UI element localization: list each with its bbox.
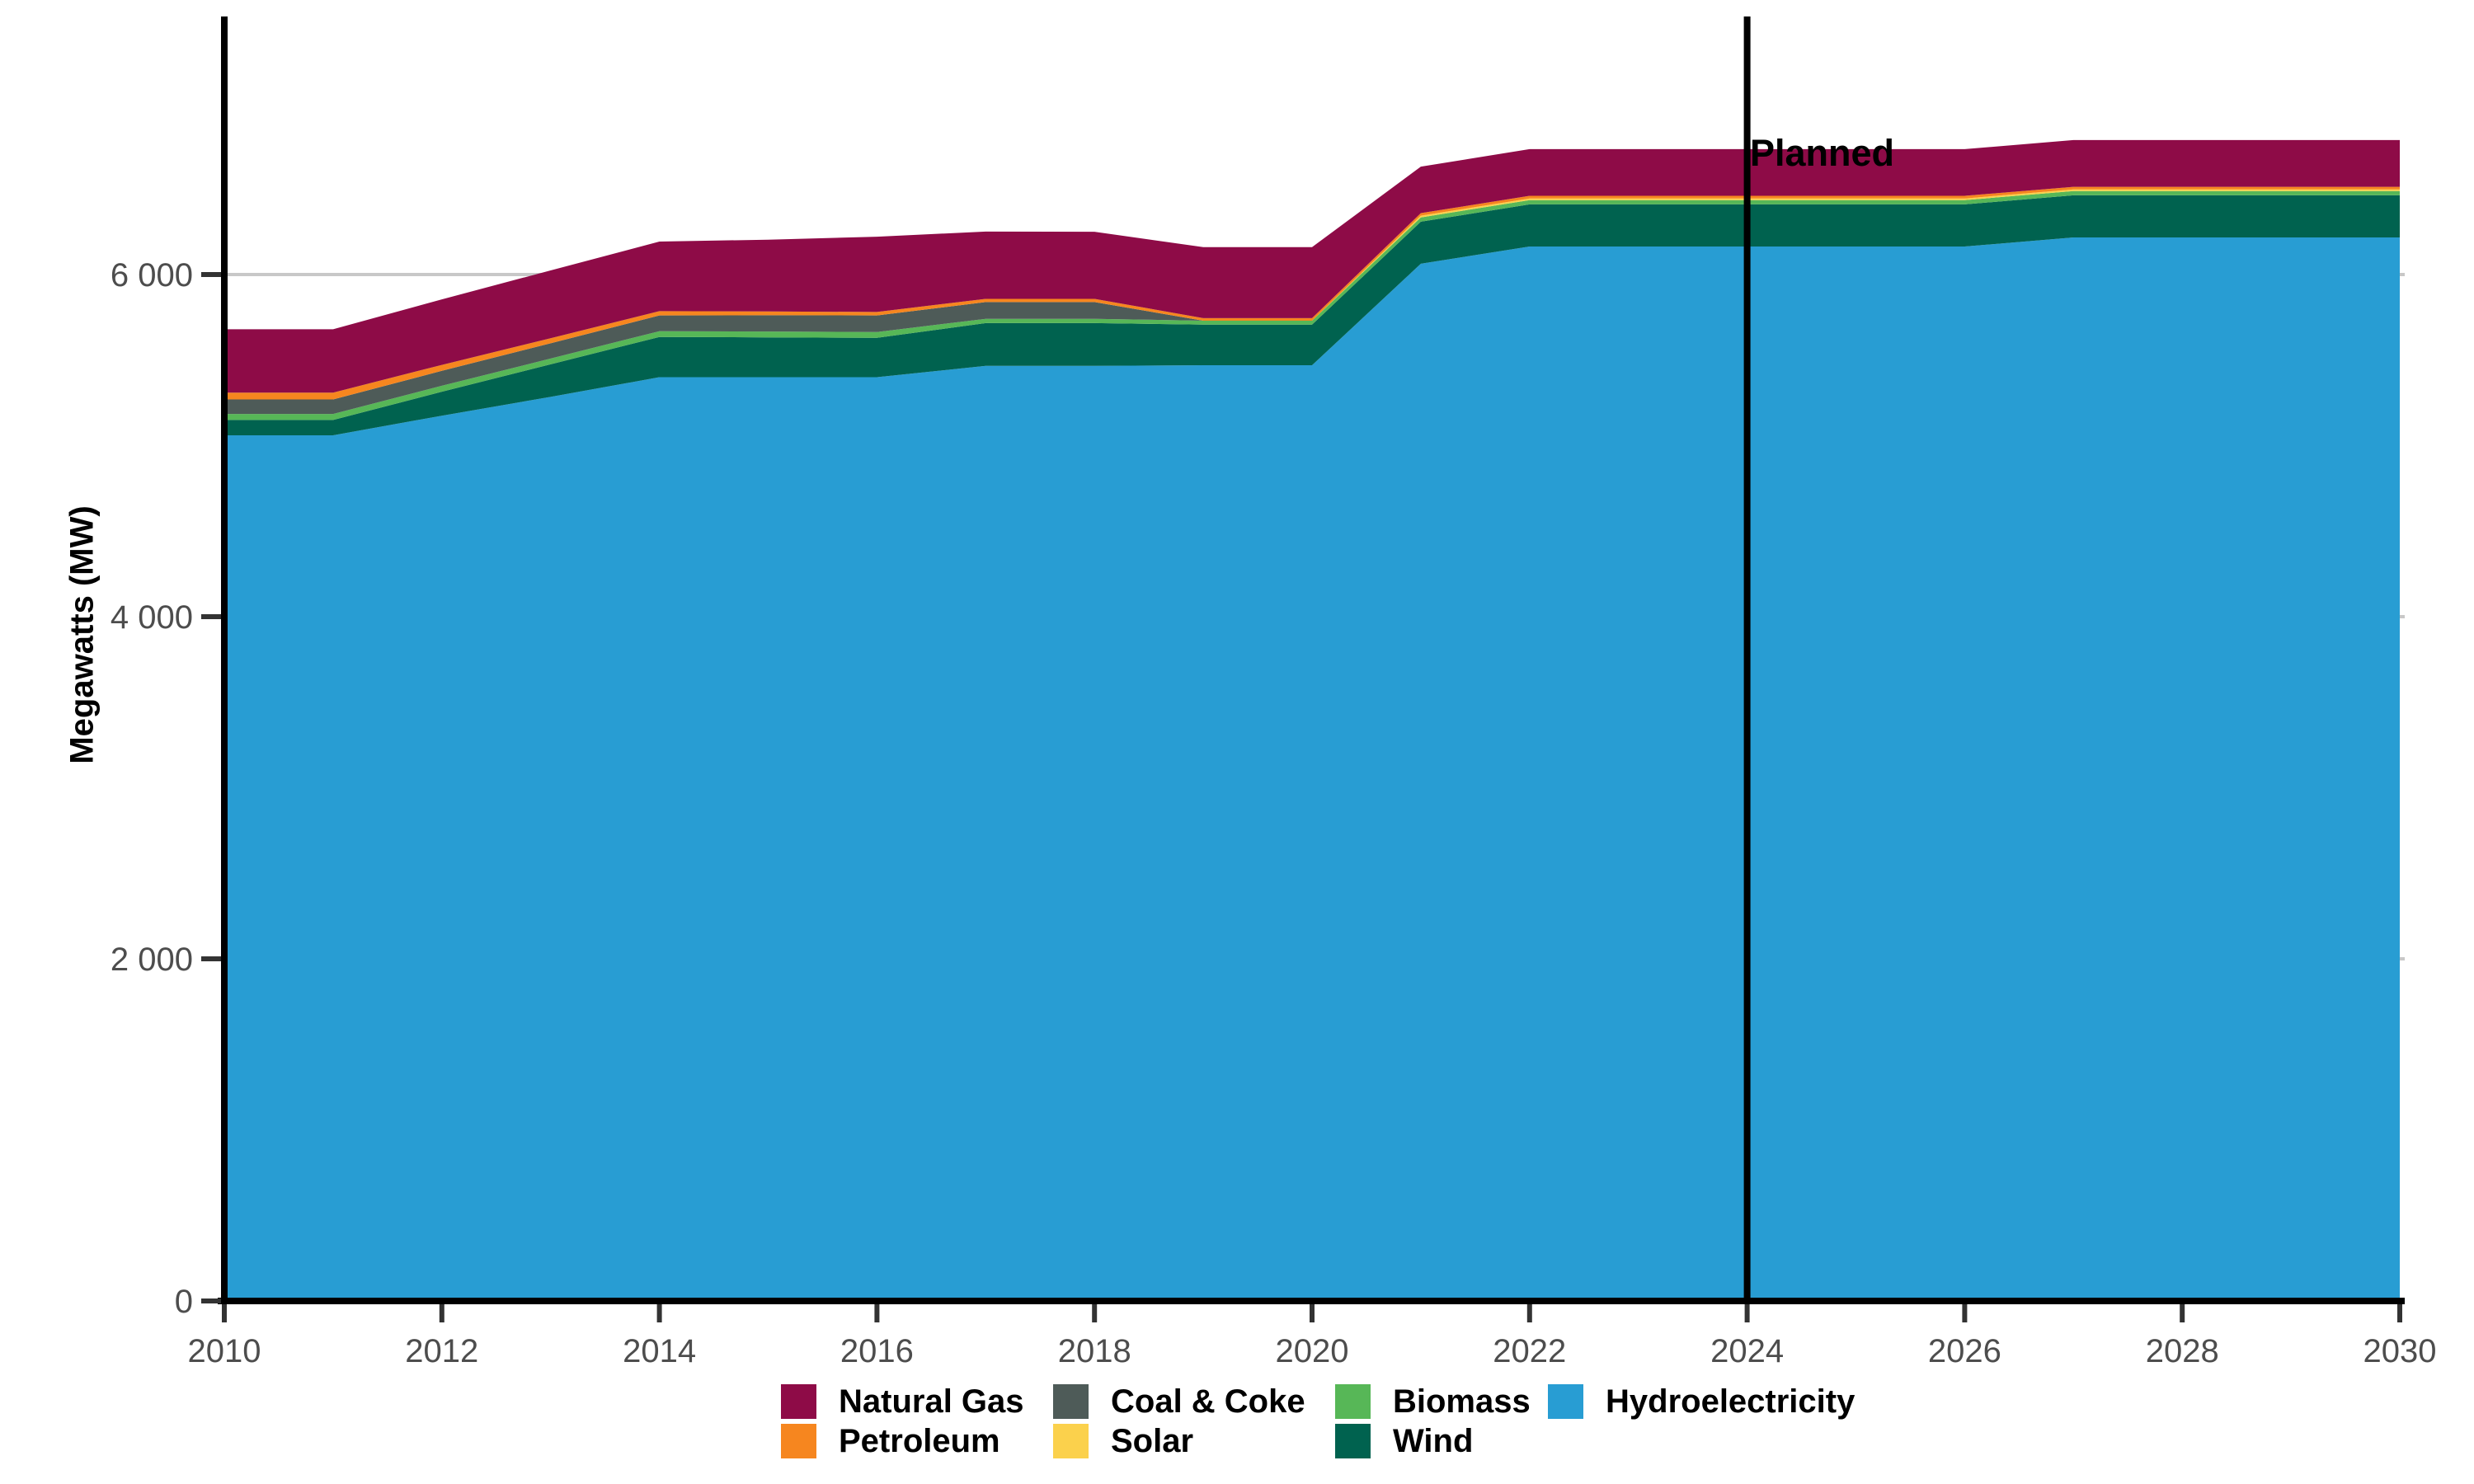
x-tick-label-2010: 2010 — [188, 1333, 261, 1369]
x-tick-label-2016: 2016 — [840, 1333, 914, 1369]
legend-swatch-coal-coke — [1053, 1384, 1089, 1419]
y-tick-label-4000: 4 000 — [111, 599, 193, 636]
x-tick-label-2024: 2024 — [1710, 1333, 1784, 1369]
y-tick-label-0: 0 — [175, 1284, 193, 1320]
x-tick-label-2014: 2014 — [623, 1333, 696, 1369]
legend-label-petroleum: Petroleum — [839, 1422, 1000, 1459]
area-natural-gas — [224, 139, 2400, 393]
x-tick-label-2030: 2030 — [2363, 1333, 2437, 1369]
y-tick-label-6000: 6 000 — [111, 257, 193, 294]
x-tick-label-2012: 2012 — [405, 1333, 478, 1369]
legend-label-natural-gas: Natural Gas — [839, 1383, 1024, 1420]
legend-item-solar: Solar — [1053, 1422, 1335, 1459]
legend-item-petroleum: Petroleum — [781, 1422, 1053, 1459]
legend-label-wind: Wind — [1393, 1422, 1474, 1459]
legend-label-biomass: Biomass — [1393, 1383, 1531, 1420]
legend: Natural Gas Coal & Coke Biomass Hydroelectr… — [781, 1383, 1856, 1459]
legend-item-hydroelectricity: Hydroelectricity — [1548, 1383, 1856, 1420]
x-tick-label-2026: 2026 — [1928, 1333, 2001, 1369]
legend-item-biomass: Biomass — [1335, 1383, 1548, 1420]
legend-swatch-biomass — [1335, 1384, 1371, 1419]
legend-item-natural-gas: Natural Gas — [781, 1383, 1053, 1420]
legend-swatch-wind — [1335, 1424, 1371, 1458]
x-tick-label-2022: 2022 — [1493, 1333, 1566, 1369]
legend-label-hydroelectricity: Hydroelectricity — [1606, 1383, 1856, 1420]
legend-item-coal-coke: Coal & Coke — [1053, 1383, 1335, 1420]
legend-label-solar: Solar — [1111, 1422, 1194, 1459]
legend-swatch-natural-gas — [781, 1384, 816, 1419]
x-tick-label-2018: 2018 — [1058, 1333, 1131, 1369]
y-axis-title: Megawatts (MW) — [63, 505, 101, 764]
legend-swatch-hydroelectricity — [1548, 1384, 1583, 1419]
legend-swatch-solar — [1053, 1424, 1089, 1458]
y-tick-label-2000: 2 000 — [111, 942, 193, 978]
planned-annotation-label: Planned — [1750, 132, 1895, 174]
legend-label-coal-coke: Coal & Coke — [1111, 1383, 1305, 1420]
legend-swatch-petroleum — [781, 1424, 816, 1458]
x-tick-label-2028: 2028 — [2146, 1333, 2219, 1369]
x-tick-label-2020: 2020 — [1276, 1333, 1349, 1369]
legend-item-wind: Wind — [1335, 1422, 1548, 1459]
area-wind — [224, 195, 2400, 435]
area-hydroelectricity — [224, 237, 2400, 1301]
